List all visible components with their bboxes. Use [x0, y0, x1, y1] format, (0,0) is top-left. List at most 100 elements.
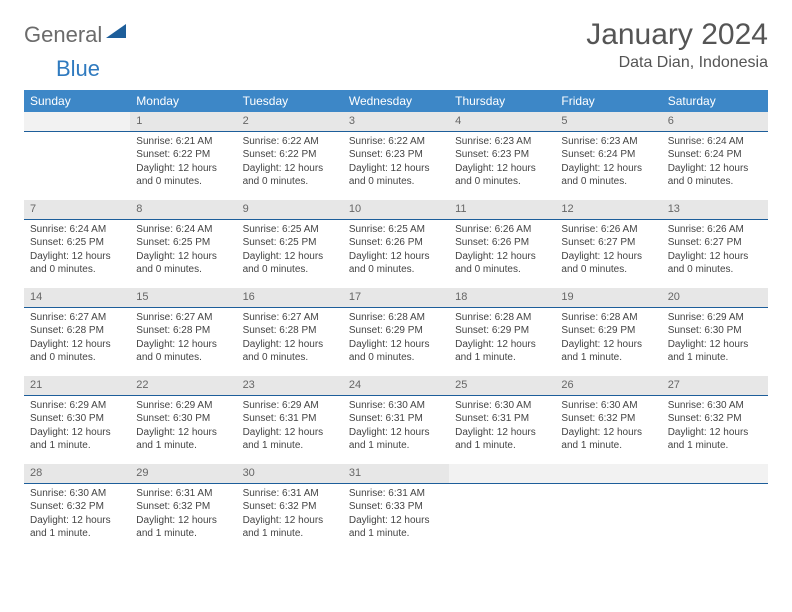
logo-text-general: General — [24, 22, 102, 48]
day-body: Sunrise: 6:31 AMSunset: 6:32 PMDaylight:… — [237, 484, 343, 547]
sunset-text: Sunset: 6:31 PM — [243, 412, 337, 426]
sunset-text: Sunset: 6:24 PM — [668, 148, 762, 162]
day-body: Sunrise: 6:28 AMSunset: 6:29 PMDaylight:… — [449, 308, 555, 371]
sunset-text: Sunset: 6:28 PM — [30, 324, 124, 338]
calendar-day-cell — [555, 464, 661, 552]
sunrise-text: Sunrise: 6:31 AM — [136, 487, 230, 501]
daylight-line1: Daylight: 12 hours — [136, 338, 230, 352]
daylight-line2: and 0 minutes. — [668, 175, 762, 189]
logo-triangle-icon — [106, 24, 126, 38]
day-number: 20 — [662, 288, 768, 308]
calendar-day-cell: 20Sunrise: 6:29 AMSunset: 6:30 PMDayligh… — [662, 288, 768, 376]
sunset-text: Sunset: 6:29 PM — [349, 324, 443, 338]
daylight-line1: Daylight: 12 hours — [668, 426, 762, 440]
daylight-line1: Daylight: 12 hours — [561, 162, 655, 176]
day-number: 27 — [662, 376, 768, 396]
sunrise-text: Sunrise: 6:27 AM — [30, 311, 124, 325]
day-body: Sunrise: 6:24 AMSunset: 6:24 PMDaylight:… — [662, 132, 768, 195]
daylight-line1: Daylight: 12 hours — [30, 514, 124, 528]
daylight-line2: and 1 minute. — [136, 527, 230, 541]
daylight-line2: and 0 minutes. — [561, 175, 655, 189]
daylight-line1: Daylight: 12 hours — [243, 426, 337, 440]
daylight-line2: and 0 minutes. — [243, 351, 337, 365]
daylight-line1: Daylight: 12 hours — [455, 338, 549, 352]
weekday-header: Thursday — [449, 90, 555, 112]
sunset-text: Sunset: 6:27 PM — [561, 236, 655, 250]
calendar-day-cell: 5Sunrise: 6:23 AMSunset: 6:24 PMDaylight… — [555, 112, 661, 200]
day-body: Sunrise: 6:24 AMSunset: 6:25 PMDaylight:… — [24, 220, 130, 283]
daylight-line2: and 1 minute. — [561, 439, 655, 453]
daylight-line2: and 0 minutes. — [668, 263, 762, 277]
sunset-text: Sunset: 6:26 PM — [349, 236, 443, 250]
daylight-line1: Daylight: 12 hours — [136, 426, 230, 440]
daylight-line2: and 0 minutes. — [136, 175, 230, 189]
sunset-text: Sunset: 6:32 PM — [561, 412, 655, 426]
day-number: 23 — [237, 376, 343, 396]
sunrise-text: Sunrise: 6:30 AM — [455, 399, 549, 413]
sunset-text: Sunset: 6:28 PM — [243, 324, 337, 338]
day-body: Sunrise: 6:29 AMSunset: 6:30 PMDaylight:… — [130, 396, 236, 459]
sunset-text: Sunset: 6:30 PM — [136, 412, 230, 426]
day-number: 18 — [449, 288, 555, 308]
sunrise-text: Sunrise: 6:23 AM — [561, 135, 655, 149]
day-body: Sunrise: 6:27 AMSunset: 6:28 PMDaylight:… — [237, 308, 343, 371]
calendar-day-cell: 15 Sunrise: 6:27 AMSunset: 6:28 PMDayligh… — [130, 288, 236, 376]
calendar-day-cell: 10Sunrise: 6:25 AMSunset: 6:26 PMDayligh… — [343, 200, 449, 288]
calendar-day-cell: 29Sunrise: 6:31 AMSunset: 6:32 PMDayligh… — [130, 464, 236, 552]
daylight-line2: and 1 minute. — [243, 439, 337, 453]
calendar-day-cell: 4Sunrise: 6:23 AMSunset: 6:23 PMDaylight… — [449, 112, 555, 200]
day-body: Sunrise: 6:29 AMSunset: 6:31 PMDaylight:… — [237, 396, 343, 459]
day-number — [449, 464, 555, 484]
daylight-line2: and 1 minute. — [455, 351, 549, 365]
calendar-day-cell: 28Sunrise: 6:30 AMSunset: 6:32 PMDayligh… — [24, 464, 130, 552]
daylight-line1: Daylight: 12 hours — [30, 426, 124, 440]
daylight-line1: Daylight: 12 hours — [561, 250, 655, 264]
daylight-line2: and 1 minute. — [561, 351, 655, 365]
daylight-line1: Daylight: 12 hours — [561, 426, 655, 440]
sunset-text: Sunset: 6:28 PM — [136, 324, 230, 338]
sunrise-text: Sunrise: 6:24 AM — [136, 223, 230, 237]
calendar-day-cell: 25Sunrise: 6:30 AMSunset: 6:31 PMDayligh… — [449, 376, 555, 464]
day-number: 19 — [555, 288, 661, 308]
sunset-text: Sunset: 6:30 PM — [668, 324, 762, 338]
calendar-week-row: 1Sunrise: 6:21 AMSunset: 6:22 PMDaylight… — [24, 112, 768, 200]
day-body: Sunrise: 6:23 AMSunset: 6:24 PMDaylight:… — [555, 132, 661, 195]
daylight-line1: Daylight: 12 hours — [349, 162, 443, 176]
day-body: Sunrise: 6:25 AMSunset: 6:25 PMDaylight:… — [237, 220, 343, 283]
daylight-line2: and 0 minutes. — [243, 175, 337, 189]
sunrise-text: Sunrise: 6:27 AM — [136, 311, 230, 325]
day-body: Sunrise: 6:28 AMSunset: 6:29 PMDaylight:… — [555, 308, 661, 371]
daylight-line1: Daylight: 12 hours — [668, 338, 762, 352]
sunset-text: Sunset: 6:31 PM — [455, 412, 549, 426]
day-number: 7 — [24, 200, 130, 220]
sunset-text: Sunset: 6:27 PM — [668, 236, 762, 250]
sunrise-text: Sunrise: 6:31 AM — [349, 487, 443, 501]
sunrise-text: Sunrise: 6:22 AM — [243, 135, 337, 149]
day-number: 15 — [130, 288, 236, 308]
sunrise-text: Sunrise: 6:26 AM — [668, 223, 762, 237]
sunrise-text: Sunrise: 6:29 AM — [243, 399, 337, 413]
daylight-line1: Daylight: 12 hours — [136, 250, 230, 264]
page-header: General January 2024 Data Dian, Indonesi… — [24, 18, 768, 72]
calendar-table: Sunday Monday Tuesday Wednesday Thursday… — [24, 90, 768, 552]
calendar-day-cell — [449, 464, 555, 552]
weekday-header: Saturday — [662, 90, 768, 112]
calendar-day-cell: 17Sunrise: 6:28 AMSunset: 6:29 PMDayligh… — [343, 288, 449, 376]
day-body: Sunrise: 6:30 AMSunset: 6:32 PMDaylight:… — [555, 396, 661, 459]
daylight-line2: and 1 minute. — [349, 439, 443, 453]
daylight-line2: and 1 minute. — [668, 351, 762, 365]
calendar-week-row: 14Sunrise: 6:27 AMSunset: 6:28 PMDayligh… — [24, 288, 768, 376]
day-number: 5 — [555, 112, 661, 132]
sunset-text: Sunset: 6:22 PM — [243, 148, 337, 162]
sunset-text: Sunset: 6:32 PM — [136, 500, 230, 514]
day-number: 10 — [343, 200, 449, 220]
daylight-line1: Daylight: 12 hours — [455, 426, 549, 440]
sunrise-text: Sunrise: 6:31 AM — [243, 487, 337, 501]
day-number — [555, 464, 661, 484]
weekday-header-row: Sunday Monday Tuesday Wednesday Thursday… — [24, 90, 768, 112]
day-body: Sunrise: 6:29 AMSunset: 6:30 PMDaylight:… — [24, 396, 130, 459]
sunset-text: Sunset: 6:32 PM — [243, 500, 337, 514]
calendar-day-cell: 21Sunrise: 6:29 AMSunset: 6:30 PMDayligh… — [24, 376, 130, 464]
daylight-line1: Daylight: 12 hours — [136, 514, 230, 528]
sunrise-text: Sunrise: 6:28 AM — [455, 311, 549, 325]
